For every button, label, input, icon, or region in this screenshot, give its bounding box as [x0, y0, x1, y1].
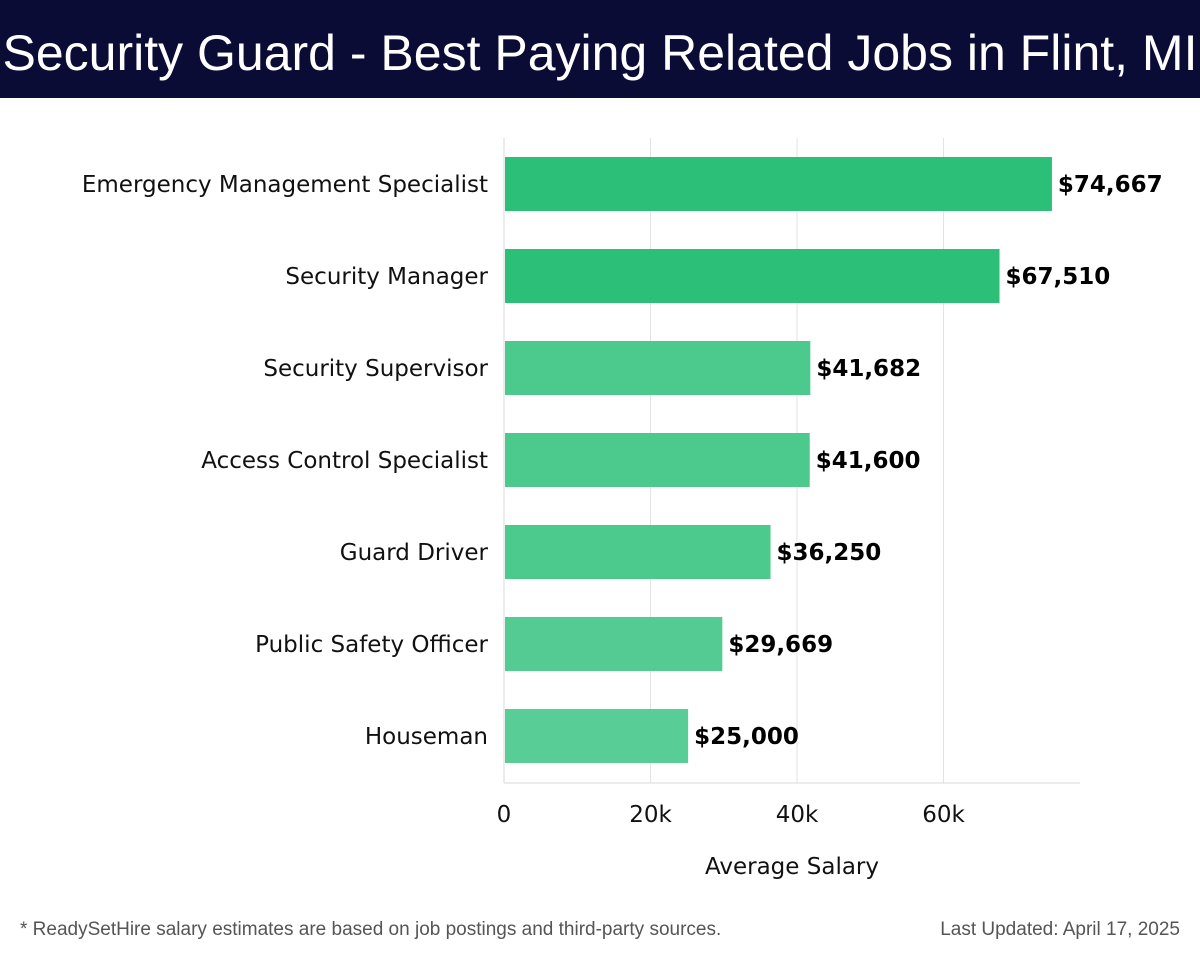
value-label: $41,682: [816, 356, 921, 382]
category-label: Security Supervisor: [263, 356, 488, 382]
category-label: Emergency Management Specialist: [82, 172, 488, 198]
bar: [505, 525, 771, 579]
footnote: * ReadySetHire salary estimates are base…: [20, 919, 722, 940]
bar: [505, 249, 1000, 303]
x-tick-label: 40k: [776, 802, 819, 828]
salary-bar-chart: 0 20k 40k 60k Emergency Management Specialis…: [82, 138, 1163, 880]
value-label: $41,600: [816, 448, 921, 474]
bar: [505, 709, 689, 763]
bars: [505, 157, 1052, 763]
x-tick-label: 60k: [922, 802, 965, 828]
bar: [505, 341, 811, 395]
value-label: $36,250: [777, 540, 882, 566]
category-label: Guard Driver: [340, 540, 489, 566]
last-updated: Last Updated: April 17, 2025: [940, 919, 1180, 940]
value-label: $67,510: [1006, 264, 1111, 290]
value-label: $29,669: [728, 632, 833, 658]
bar: [505, 157, 1052, 211]
x-tick-label: 0: [497, 802, 512, 828]
bar: [505, 433, 810, 487]
category-label: Public Safety Officer: [255, 632, 488, 658]
axes: [503, 138, 1080, 784]
header-bar: [0, 0, 1200, 98]
page-title: Security Guard - Best Paying Related Job…: [2, 25, 1198, 81]
x-axis-title: Average Salary: [705, 854, 879, 880]
value-label: $25,000: [694, 724, 799, 750]
category-label: Security Manager: [285, 264, 488, 290]
bar: [505, 617, 723, 671]
value-label: $74,667: [1058, 172, 1163, 198]
category-label: Access Control Specialist: [201, 448, 488, 474]
labels: 0 20k 40k 60k Emergency Management Specialis…: [82, 172, 1163, 828]
x-tick-label: 20k: [629, 802, 672, 828]
category-label: Houseman: [365, 724, 488, 750]
